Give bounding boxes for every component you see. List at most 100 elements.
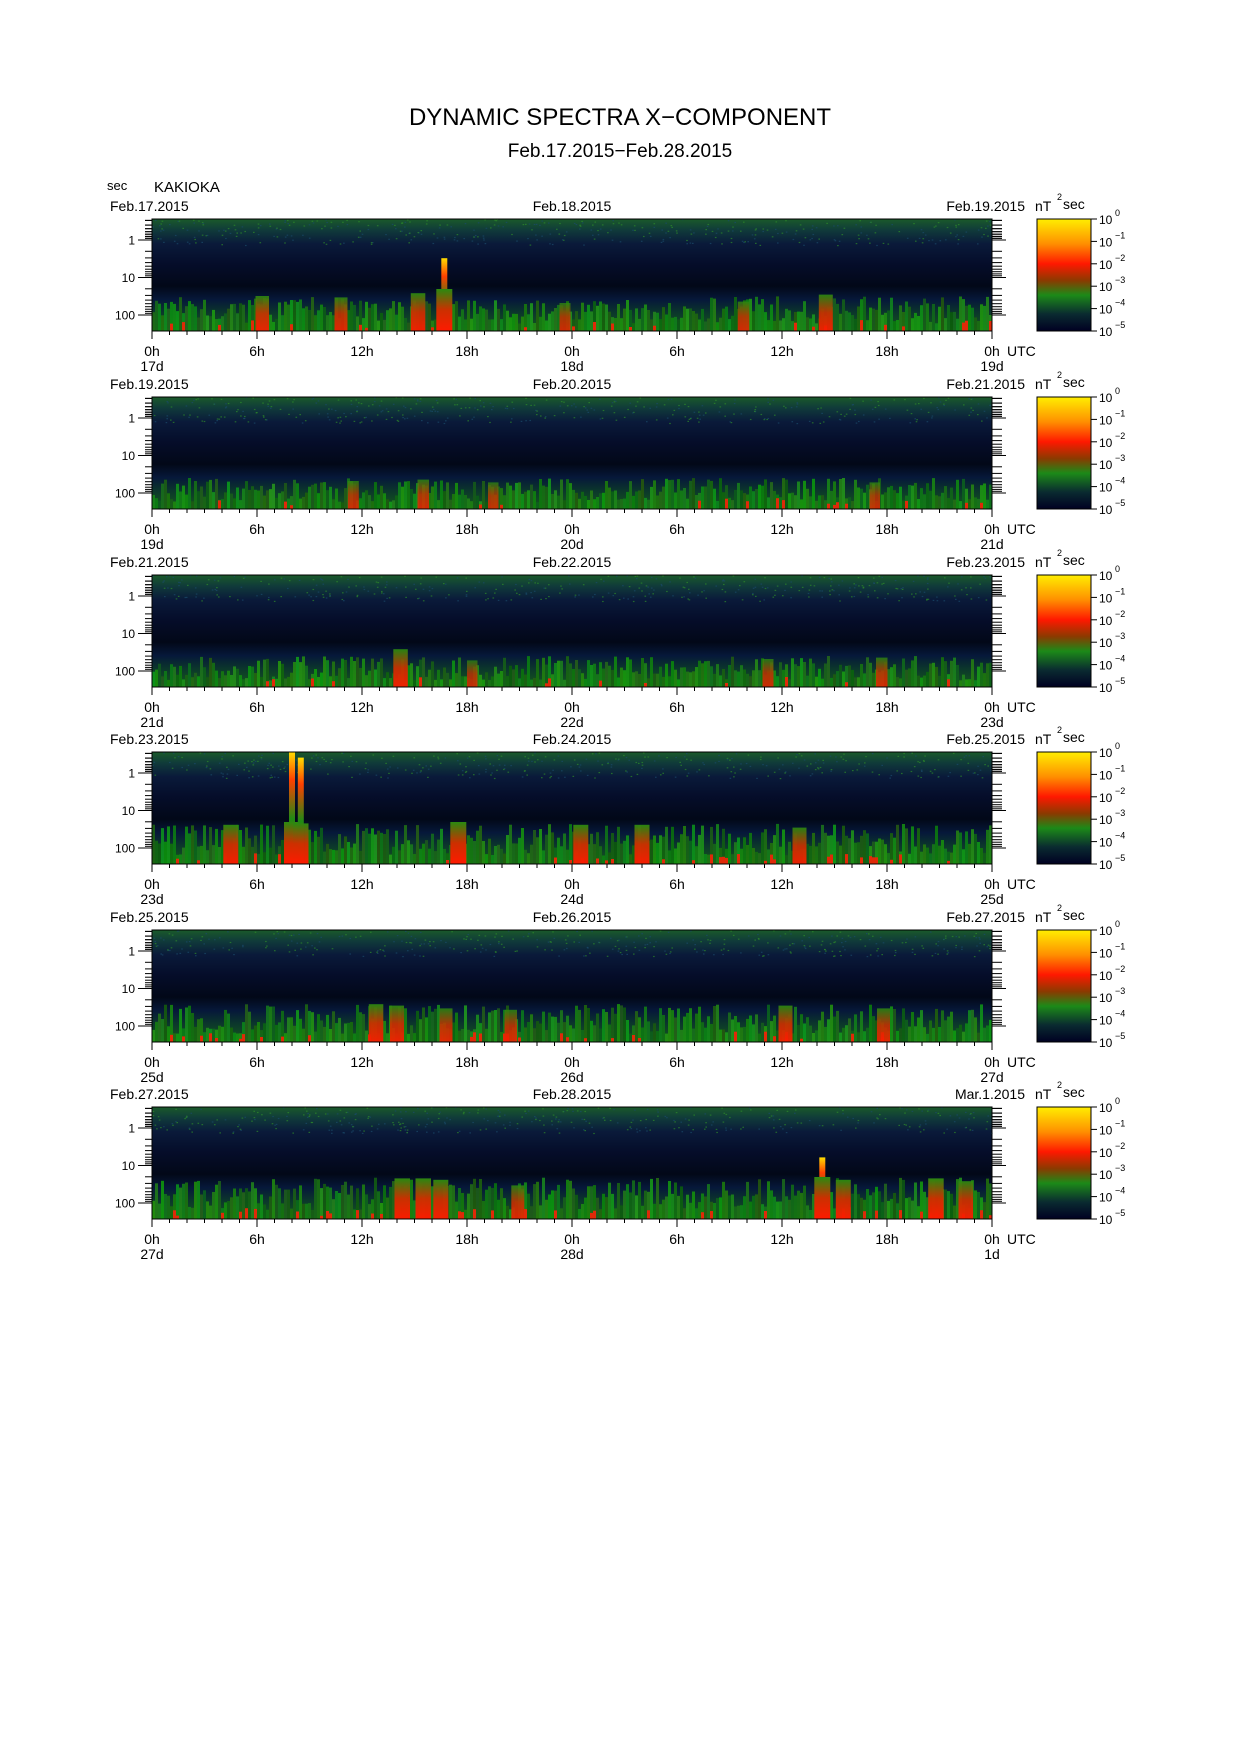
noise-speck: [645, 585, 648, 587]
noise-speck: [564, 939, 567, 941]
noise-speck: [181, 766, 183, 769]
activity-column: [716, 664, 719, 687]
activity-red-mark: [725, 683, 728, 687]
noise-speck: [535, 409, 537, 411]
date-label-middle: Feb.20.2015: [533, 376, 612, 392]
activity-column: [698, 1202, 701, 1219]
activity-red-mark: [548, 678, 551, 687]
activity-column: [860, 299, 863, 331]
activity-red-mark: [884, 324, 887, 331]
noise-speck: [467, 933, 470, 936]
activity-column: [701, 663, 704, 687]
noise-speck: [337, 417, 339, 419]
noise-speck: [477, 243, 479, 245]
activity-column: [191, 304, 194, 331]
noise-speck: [525, 397, 527, 399]
noise-speck: [757, 937, 760, 940]
activity-column: [224, 1202, 227, 1219]
activity-column: [701, 1022, 704, 1042]
activity-column: [332, 1199, 335, 1219]
activity-column: [698, 660, 701, 687]
activity-column: [338, 501, 341, 509]
activity-column: [173, 501, 176, 509]
activity-column: [830, 677, 833, 687]
x-axis-ticks: [151, 331, 993, 339]
noise-speck: [964, 935, 966, 937]
noise-speck: [619, 952, 622, 954]
noise-speck: [195, 596, 197, 598]
activity-column: [692, 1191, 695, 1219]
x-tick-label: 0h: [984, 343, 1000, 359]
activity-red-mark: [920, 1211, 923, 1219]
y-tick-label: 100: [115, 842, 135, 856]
activity-column: [632, 495, 635, 509]
activity-column: [350, 1022, 353, 1042]
activity-column: [245, 481, 248, 509]
noise-speck: [157, 1116, 160, 1118]
noise-speck: [925, 1123, 927, 1125]
noise-speck: [310, 596, 312, 598]
activity-column: [278, 1022, 281, 1042]
noise-speck: [311, 757, 313, 759]
noise-speck: [387, 777, 389, 779]
activity-column: [608, 665, 611, 687]
noise-speck: [224, 752, 226, 755]
noise-speck: [966, 594, 968, 596]
activity-column: [545, 486, 548, 509]
activity-red-mark: [524, 1209, 527, 1219]
activity-column: [284, 1033, 287, 1042]
colorbar-tick-exponent: −2: [1115, 253, 1125, 263]
activity-column: [929, 1020, 932, 1042]
activity-column: [911, 1200, 914, 1219]
activity-column: [515, 843, 518, 864]
activity-column: [203, 825, 206, 864]
activity-column: [200, 1018, 203, 1042]
noise-speck: [376, 1128, 379, 1130]
noise-speck: [283, 931, 286, 933]
activity-column: [830, 1004, 833, 1042]
noise-speck: [877, 948, 879, 950]
activity-column: [413, 1200, 416, 1219]
activity-column: [344, 836, 347, 864]
noise-speck: [395, 238, 398, 240]
noise-speck: [477, 939, 479, 941]
activity-column: [290, 672, 293, 687]
activity-column: [374, 303, 377, 331]
noise-speck: [944, 937, 947, 939]
activity-column: [317, 493, 320, 509]
activity-column: [557, 837, 560, 864]
noise-speck: [839, 600, 841, 602]
activity-column: [230, 675, 233, 687]
noise-speck: [767, 954, 770, 956]
noise-speck: [420, 931, 422, 934]
activity-column: [431, 833, 434, 864]
activity-column: [371, 658, 374, 687]
activity-column: [881, 839, 884, 864]
noise-speck: [726, 767, 729, 769]
noise-speck: [369, 1116, 372, 1118]
colorbar-unit-exponent: 2: [1057, 192, 1062, 202]
noise-speck: [240, 586, 243, 588]
activity-column: [791, 658, 794, 687]
activity-column: [524, 849, 527, 864]
activity-column: [575, 1194, 578, 1219]
noise-speck: [443, 583, 445, 585]
activity-column: [206, 677, 209, 687]
activity-column: [743, 669, 746, 687]
noise-speck: [858, 238, 860, 240]
noise-speck: [528, 578, 531, 581]
activity-column: [503, 495, 506, 509]
noise-speck: [339, 243, 342, 245]
activity-column: [578, 1009, 581, 1042]
activity-column: [281, 1203, 284, 1219]
activity-column: [662, 1199, 665, 1219]
activity-column: [605, 1197, 608, 1219]
activity-red-mark: [710, 854, 713, 864]
noise-speck: [292, 239, 294, 241]
x-tick-label: 18h: [455, 699, 478, 715]
noise-speck: [801, 575, 803, 577]
noise-speck: [391, 223, 394, 225]
noise-speck: [609, 1107, 611, 1109]
activity-column: [731, 854, 734, 864]
